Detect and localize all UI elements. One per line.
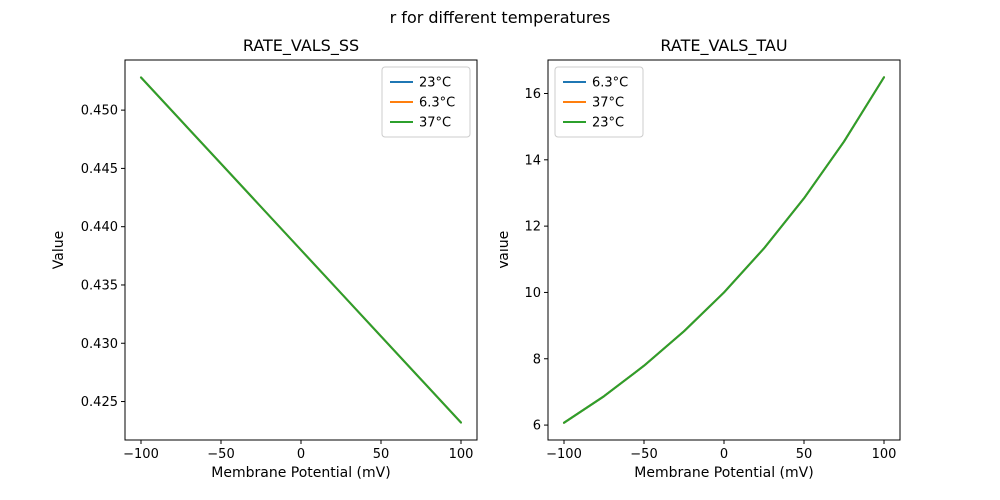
axes: −100 −50 0 50 100 0.425 0.430 0.435 0.440 0.445 0.… [51,36,478,481]
x-tick-label: 100 [872,447,897,462]
y-tick-label: 14 [524,153,541,168]
y-tick-label: 16 [524,87,541,102]
legend-label: 37°C [419,116,451,131]
legend-label: 23°C [419,76,451,91]
legend-label: 37°C [592,96,624,111]
x-axis-label: Membrane Potential (mV) [211,465,390,481]
legend: 23°C 6.3°C 37°C [381,66,471,138]
x-tick-label: −50 [630,447,657,462]
series-line-37°C [140,76,462,424]
y-tick-label: 0.445 [81,162,118,177]
y-tick-label: 0.425 [81,395,118,410]
x-tick-label: 50 [373,447,390,462]
y-tick-label: 8 [533,352,541,367]
y-tick-label: 0.450 [81,104,118,119]
y-axis-label: Value [500,231,512,269]
x-tick-label: 0 [297,447,305,462]
legend-label: 6.3°C [419,96,455,111]
legend-entry: 6.3°C [563,76,628,91]
axes-title: RATE_VALS_SS [243,36,359,56]
y-tick-label: 0.435 [81,278,118,293]
legend-label: 6.3°C [592,76,628,91]
legend-frame [554,66,644,138]
x-tick-label: −50 [207,447,234,462]
x-tick-label: 0 [720,447,728,462]
legend-entry: 23°C [390,76,451,91]
y-tick-label: 0.440 [81,220,118,235]
chart-rate-vals-tau: −100 −50 0 50 100 6 8 10 12 14 16 RATE_VALS_TAU Memb… [500,36,901,481]
chart-rate-vals-ss: −100 −50 0 50 100 0.425 0.430 0.435 0.440 0.445 0.… [51,36,478,481]
legend-frame [381,66,471,138]
x-tick-label: −100 [123,447,159,462]
y-axis-label: Value [51,231,67,269]
x-tick-label: −100 [546,447,582,462]
legend-entry: 6.3°C [390,96,455,111]
legend-entry: 37°C [563,96,624,111]
y-tick-label: 0.430 [81,337,118,352]
x-tick-label: 100 [449,447,474,462]
y-tick-label: 6 [533,419,541,434]
y-tick-label: 12 [524,220,541,235]
legend-entry: 23°C [563,116,624,131]
legend-entry: 37°C [390,116,451,131]
axes: −100 −50 0 50 100 6 8 10 12 14 16 RATE_VALS_TAU Memb… [500,36,901,481]
axes-title: RATE_VALS_TAU [660,36,787,56]
x-tick-label: 50 [796,447,813,462]
series-line-23°C [563,76,885,424]
x-axis-label: Membrane Potential (mV) [634,465,813,481]
y-tick-label: 10 [524,286,541,301]
figure-title: r for different temperatures [389,8,611,27]
legend-label: 23°C [592,116,624,131]
legend: 6.3°C 37°C 23°C [554,66,644,138]
